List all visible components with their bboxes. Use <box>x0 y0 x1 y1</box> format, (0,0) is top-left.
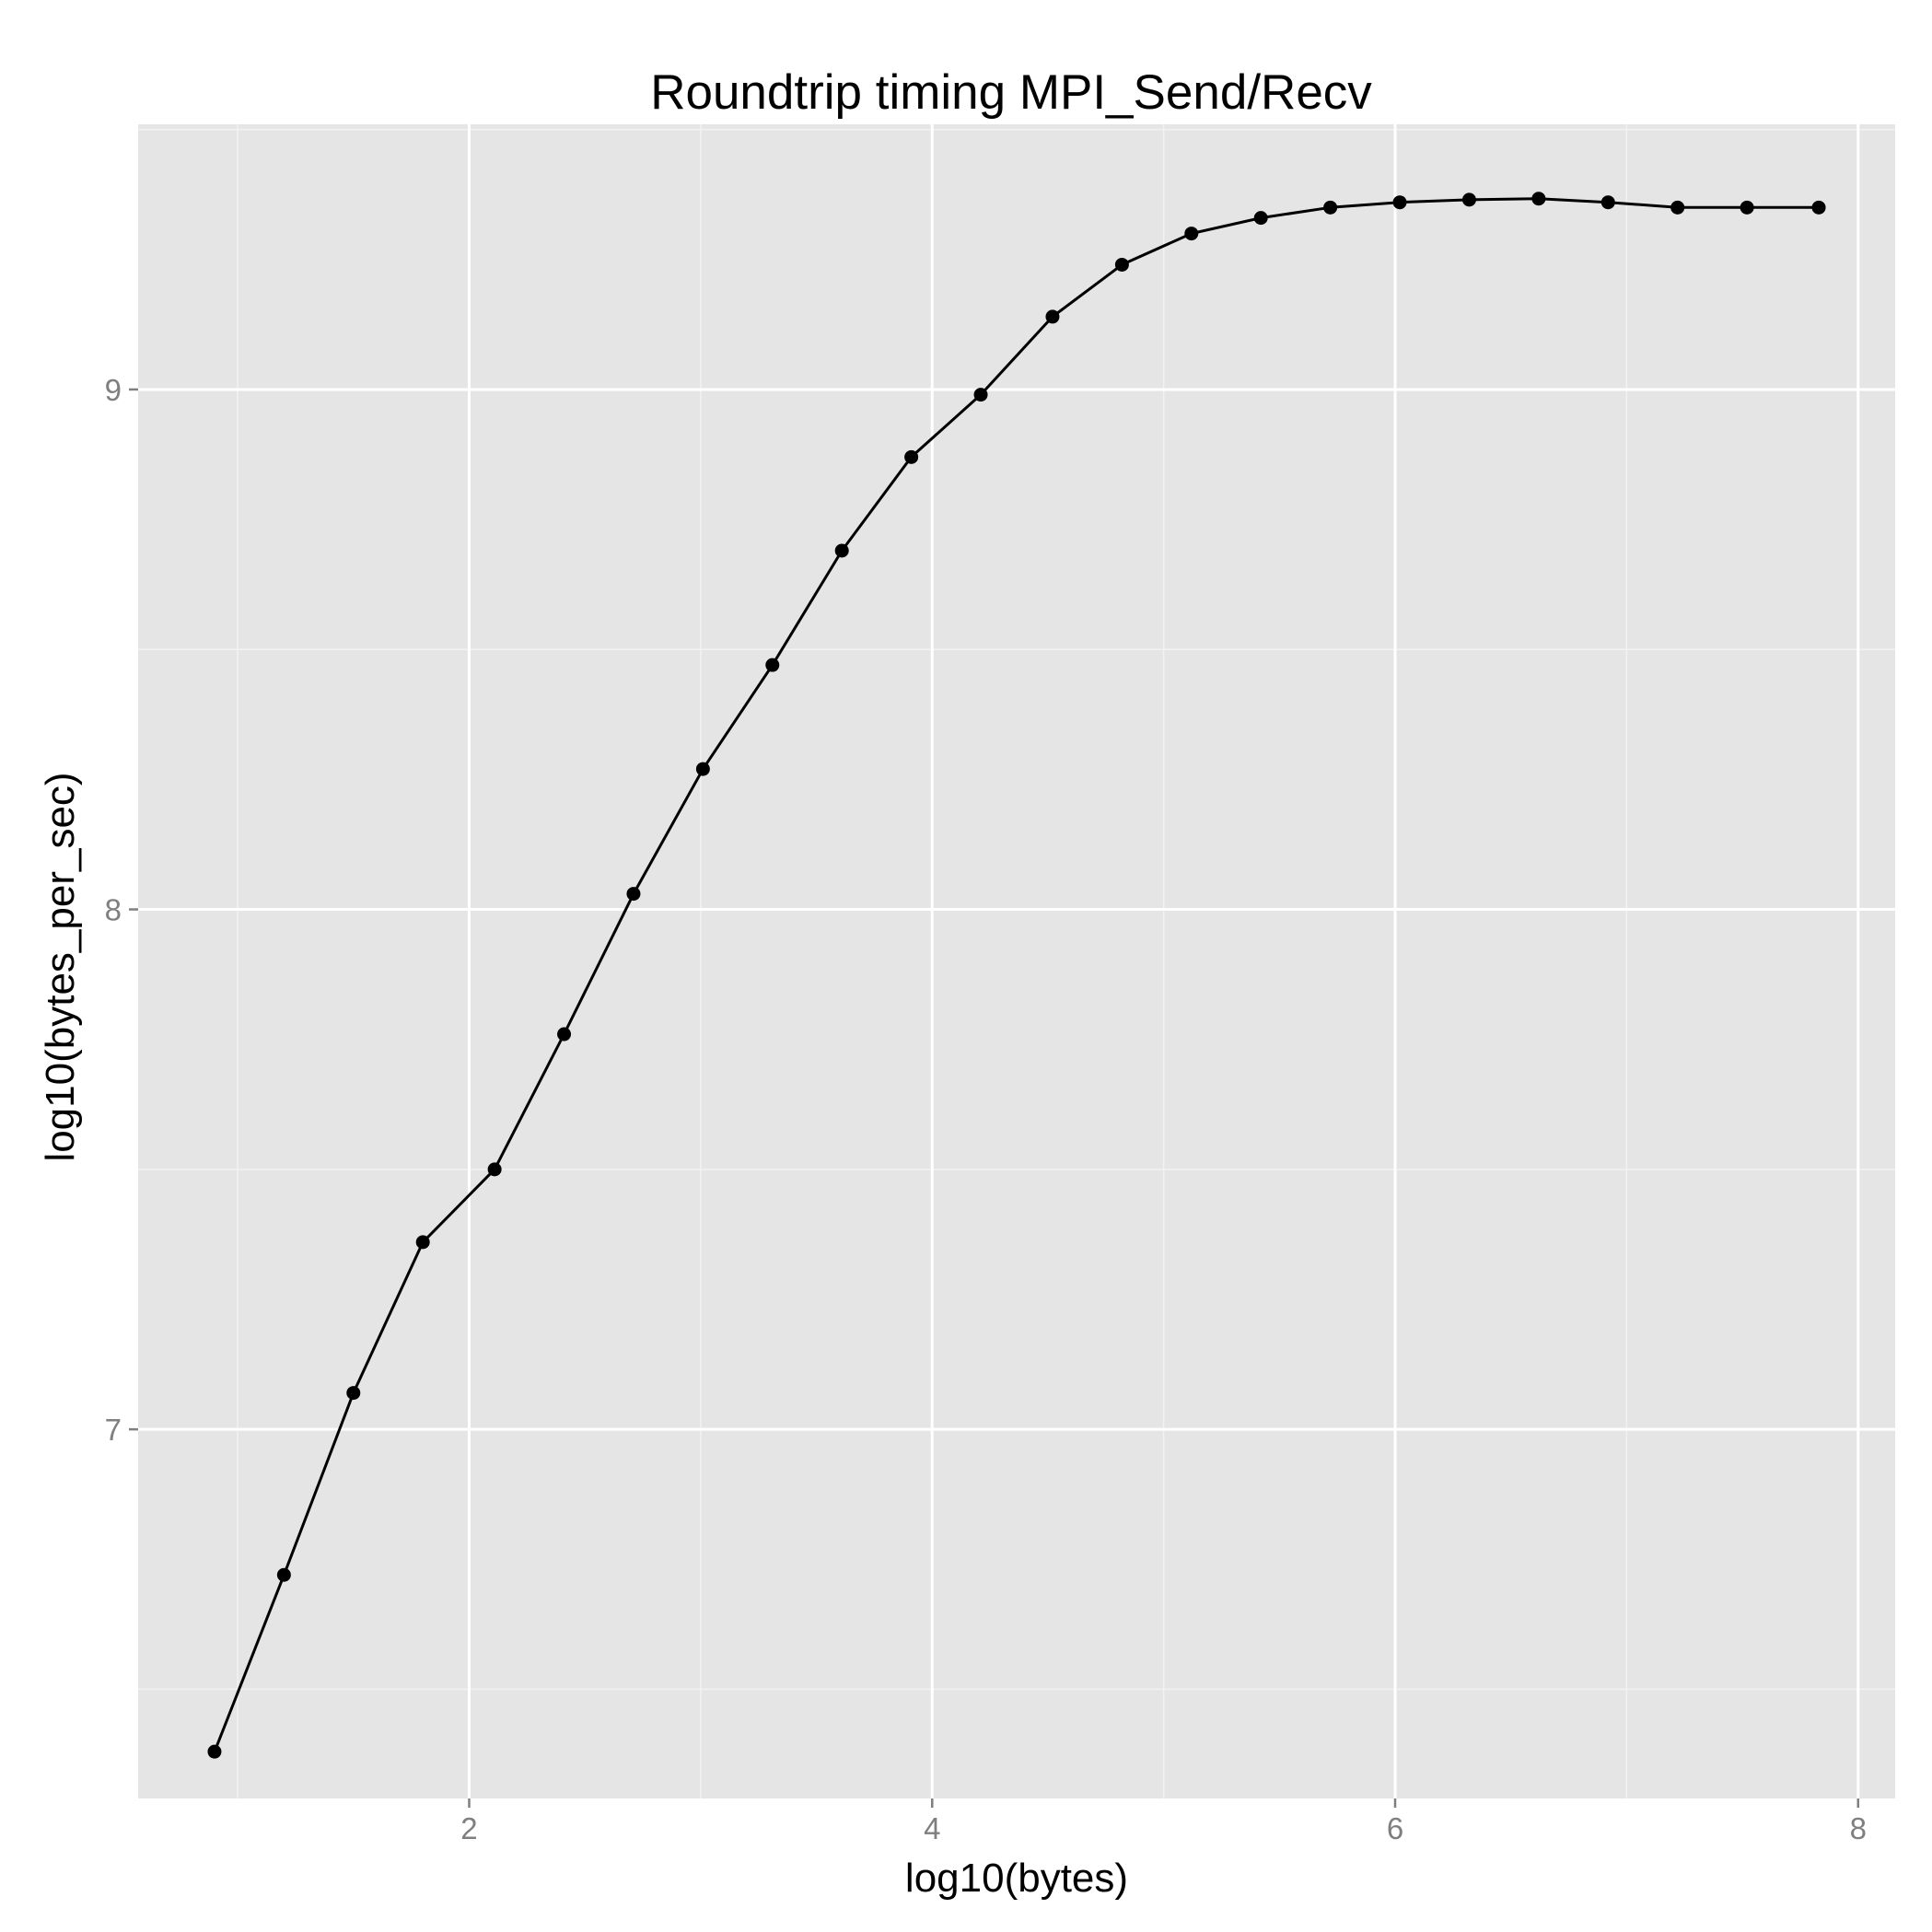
y-axis-title: log10(bytes_per_sec) <box>38 772 83 1161</box>
minor-gridlines <box>138 124 1895 1798</box>
data-point <box>1184 227 1199 241</box>
data-point <box>695 762 710 776</box>
data-point <box>1045 309 1060 324</box>
data-point <box>207 1744 222 1759</box>
data-point <box>1740 200 1754 215</box>
data-point <box>765 658 780 672</box>
data-point <box>557 1027 572 1042</box>
y-tick-label: 8 <box>105 893 122 927</box>
major-gridlines <box>138 124 1895 1798</box>
data-point <box>973 388 988 402</box>
data-point <box>487 1162 502 1177</box>
x-axis-title: log10(bytes) <box>905 1856 1128 1901</box>
data-point <box>415 1235 430 1250</box>
x-tick-label: 8 <box>1850 1811 1867 1845</box>
data-point <box>834 543 849 558</box>
plot-panel <box>138 124 1895 1798</box>
data-point <box>904 449 919 464</box>
axis-ticks: 2 4 6 8 7 8 9 <box>105 373 1867 1845</box>
y-tick-label: 7 <box>105 1413 122 1447</box>
data-point <box>1670 200 1685 215</box>
data-point <box>1323 200 1338 215</box>
data-point <box>626 887 641 902</box>
data-point <box>1253 211 1268 226</box>
data-point <box>1811 200 1826 215</box>
series-line <box>213 197 1819 1752</box>
data-point <box>1531 192 1546 206</box>
data-point <box>1114 257 1129 272</box>
data-point <box>276 1567 291 1582</box>
data-point <box>346 1386 361 1401</box>
y-tick-label: 9 <box>105 373 122 407</box>
data-point <box>1392 195 1407 210</box>
data-point <box>1461 192 1476 207</box>
x-tick-label: 4 <box>924 1811 940 1845</box>
series-layer <box>207 192 1826 1759</box>
x-tick-label: 6 <box>1387 1811 1403 1845</box>
data-point <box>1600 195 1615 210</box>
x-tick-label: 2 <box>460 1811 477 1845</box>
chart-title: Roundtrip timing MPI_Send/Recv <box>650 65 1372 120</box>
